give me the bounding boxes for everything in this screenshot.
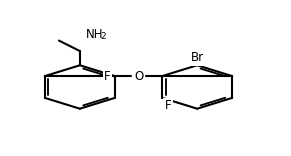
Text: NH: NH — [86, 28, 104, 41]
Text: 2: 2 — [100, 32, 106, 41]
Text: F: F — [104, 70, 111, 83]
Text: O: O — [134, 70, 143, 83]
Text: Br: Br — [191, 51, 204, 64]
Text: F: F — [165, 99, 171, 112]
